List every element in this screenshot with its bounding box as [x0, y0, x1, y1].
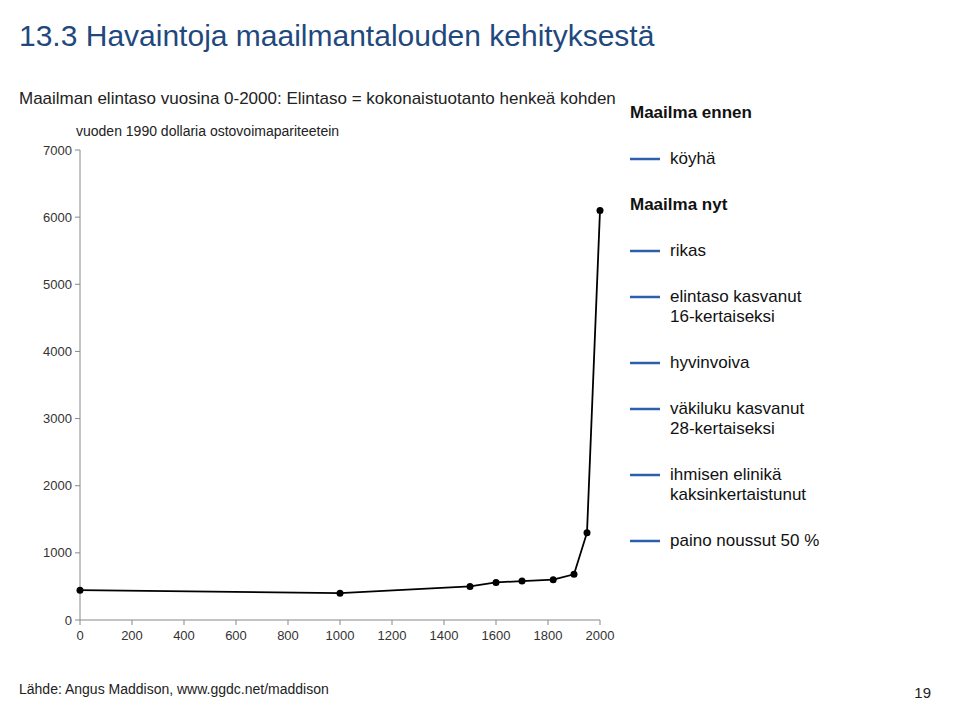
background — [0, 0, 960, 714]
page-number: 19 — [914, 684, 931, 701]
data-point — [519, 578, 526, 585]
y-tick — [75, 552, 80, 553]
annotation-line: elintaso kasvanut — [670, 287, 802, 306]
x-tick — [184, 620, 185, 625]
y-tick — [75, 150, 80, 151]
x-tick-label: 1400 — [430, 628, 459, 643]
x-tick — [600, 620, 601, 625]
x-tick-label: 600 — [225, 628, 247, 643]
annotation-dash — [630, 540, 660, 543]
plot-data — [77, 207, 604, 597]
annotation-dash — [630, 158, 660, 161]
x-tick — [340, 620, 341, 625]
annotation-line: ihmisen elinikä — [670, 465, 782, 484]
x-tick — [80, 620, 81, 625]
annotation-line: 28-kertaiseksi — [670, 419, 775, 438]
y-axis-line — [80, 150, 81, 620]
y-tick-label: 7000 — [43, 143, 72, 158]
title: 13.3 Havaintoja maailmantalouden kehityk… — [19, 19, 655, 52]
axes: 0 200 400 600 800 1000 1200 1400 1600 1800 2000 0 10… — [43, 143, 614, 644]
y-tick — [75, 217, 80, 218]
x-tick-label: 0 — [76, 628, 83, 643]
data-point — [550, 576, 557, 583]
x-tick-label: 800 — [277, 628, 299, 643]
chart: 13.3 Havaintoja maailmantalouden kehityk… — [0, 0, 960, 714]
y-tick-label: 2000 — [43, 478, 72, 493]
annotation-dash — [630, 408, 660, 411]
annotation-line: 16-kertaiseksi — [670, 307, 775, 326]
annotation-item: väkiluku kasvanut28-kertaiseksi — [670, 399, 804, 438]
annotation-dash — [630, 474, 660, 477]
annotation-line: kaksinkertaistunut — [670, 485, 806, 504]
annotation-heading: Maailma nyt — [630, 195, 728, 214]
subtitle: Maailman elintaso vuosina 0-2000: Elinta… — [19, 89, 616, 108]
annotation-item: paino noussut 50 % — [670, 531, 819, 550]
annotation-dash — [630, 362, 660, 365]
annotation-line: paino noussut 50 % — [670, 531, 819, 550]
x-tick — [132, 620, 133, 625]
annotation-line: hyvinvoiva — [670, 353, 750, 372]
annotation-heading: Maailma ennen — [630, 103, 752, 122]
y-tick — [75, 620, 80, 621]
annotations: Maailma ennen köyhä Maailma nyt rikas elinta… — [630, 103, 819, 550]
annotation-item: elintaso kasvanut16-kertaiseksi — [670, 287, 802, 326]
y-axis-label: vuoden 1990 dollaria ostovoimapariteetei… — [76, 123, 339, 139]
x-tick — [444, 620, 445, 625]
annotation-line: rikas — [670, 241, 706, 260]
data-point — [597, 207, 604, 214]
y-tick-label: 0 — [65, 613, 72, 628]
data-point — [571, 571, 578, 578]
y-tick — [75, 351, 80, 352]
annotation-dash — [630, 296, 660, 299]
y-tick-label: 1000 — [43, 545, 72, 560]
annotation-line: väkiluku kasvanut — [670, 399, 804, 418]
x-tick — [288, 620, 289, 625]
data-point — [584, 529, 591, 536]
data-point — [77, 587, 84, 594]
x-tick — [236, 620, 237, 625]
annotation-item: köyhä — [670, 149, 716, 168]
annotation-item: ihmisen elinikäkaksinkertaistunut — [670, 465, 806, 504]
x-tick-label: 1600 — [482, 628, 511, 643]
y-tick-label: 6000 — [43, 210, 72, 225]
x-tick — [548, 620, 549, 625]
y-tick — [75, 284, 80, 285]
y-tick — [75, 418, 80, 419]
data-point — [337, 590, 344, 597]
x-tick — [496, 620, 497, 625]
x-tick — [392, 620, 393, 625]
x-tick-label: 1800 — [534, 628, 563, 643]
y-tick-label: 3000 — [43, 411, 72, 426]
annotation-item: hyvinvoiva — [670, 353, 750, 372]
annotation-dash — [630, 250, 660, 253]
data-point — [467, 583, 474, 590]
data-point — [493, 579, 500, 586]
source-note: Lähde: Angus Maddison, www.ggdc.net/madd… — [19, 681, 329, 697]
y-tick-label: 4000 — [43, 344, 72, 359]
x-tick-label: 2000 — [586, 628, 615, 643]
x-tick-label: 1200 — [378, 628, 407, 643]
data-line — [80, 210, 600, 593]
x-tick-label: 1000 — [326, 628, 355, 643]
x-tick-label: 400 — [173, 628, 195, 643]
y-tick — [75, 485, 80, 486]
annotation-line: köyhä — [670, 149, 716, 168]
y-tick-label: 5000 — [43, 277, 72, 292]
x-tick-label: 200 — [121, 628, 143, 643]
annotation-item: rikas — [670, 241, 706, 260]
